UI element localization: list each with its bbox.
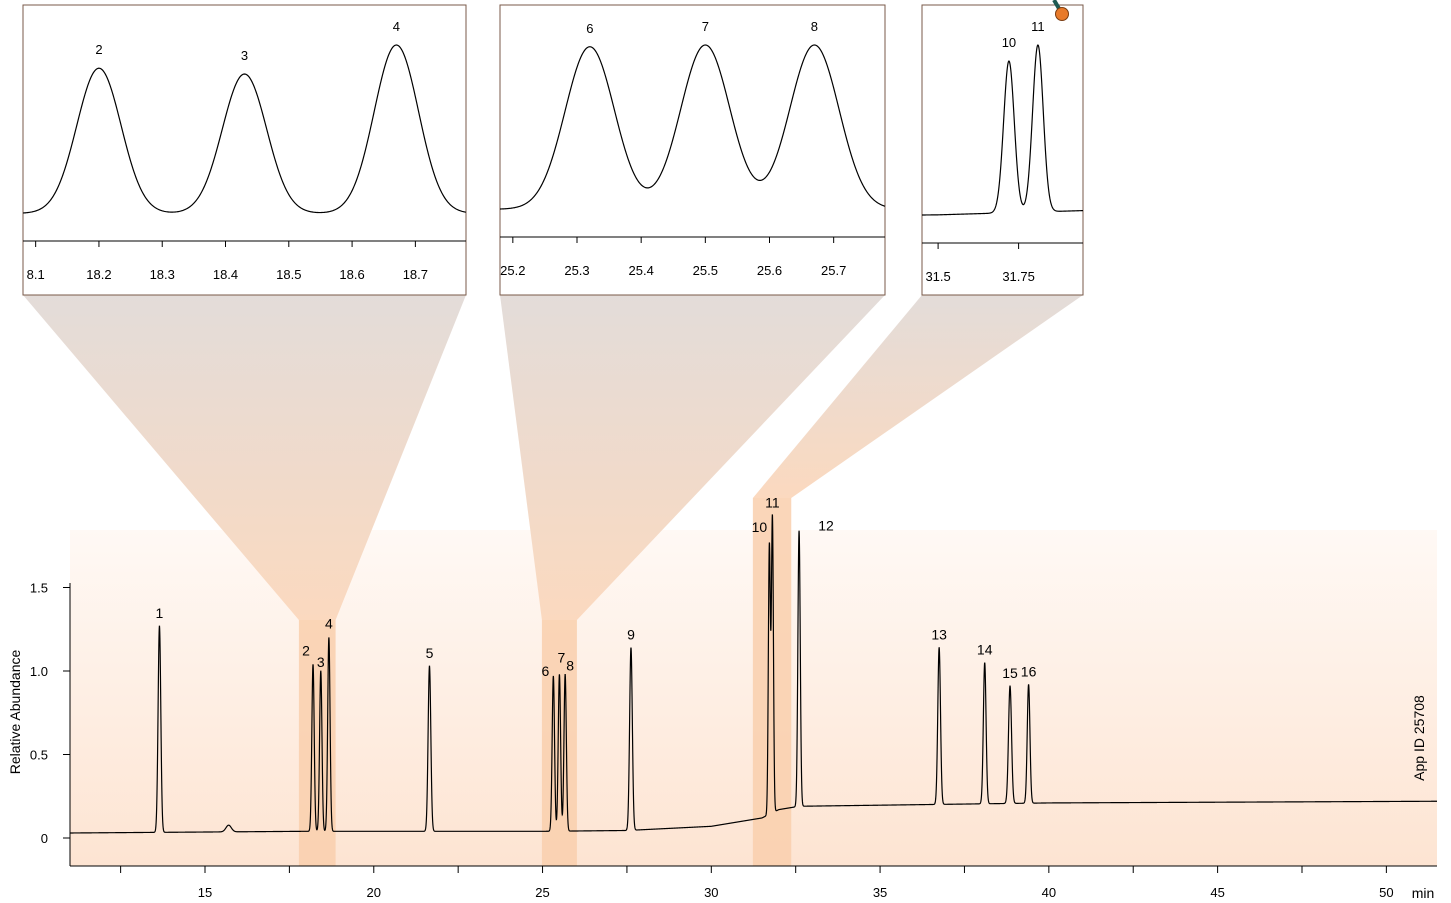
peak-label: 12 [818, 518, 834, 534]
y-tick-label: 0.5 [30, 748, 48, 763]
inset-trace [22, 44, 467, 214]
peak-label: 16 [1021, 663, 1037, 679]
y-tick-label: 0 [41, 831, 48, 846]
inset-frame [921, 4, 1084, 296]
x-tick-label: 50 [1379, 885, 1393, 900]
peak-label: 3 [317, 654, 325, 670]
peak-label: 4 [325, 616, 333, 632]
inset-peak-label: 6 [586, 21, 593, 36]
inset-x-tick-label: 31.75 [1002, 269, 1035, 284]
inset-x-tick-label: 31.5 [925, 269, 950, 284]
inset-peak-label: 7 [702, 19, 709, 34]
inset-panel: 25.2 25.3 25.4 25.5 25.6 25.7 6 7 8 [499, 4, 886, 296]
x-tick-label: 20 [367, 885, 381, 900]
x-tick-label: 40 [1042, 885, 1056, 900]
inset-trace [499, 44, 886, 210]
inset-peak-label: 10 [1002, 35, 1016, 50]
inset-x-tick-label: 25.3 [564, 263, 589, 278]
y-tick-label: 1.0 [30, 664, 48, 679]
inset-panel: 31.5 31.75 10 11 [921, 4, 1084, 296]
highlight-band [541, 620, 577, 866]
peak-label: 14 [977, 642, 993, 658]
y-axis-title: Relative Abundance [7, 650, 23, 775]
inset-x-tick-label: 18.3 [150, 267, 175, 282]
peak-label: 15 [1002, 665, 1018, 681]
zoom-funnels [23, 295, 1083, 620]
inset-x-tick-label: 18.5 [276, 267, 301, 282]
zoom-funnel [500, 295, 885, 620]
y-tick-label: 1.5 [30, 581, 48, 596]
peak-label: 6 [541, 663, 549, 679]
inset-frame [22, 4, 467, 296]
inset-peak-label: 2 [95, 42, 102, 57]
x-tick-label: 15 [198, 885, 212, 900]
x-tick-label: 30 [704, 885, 718, 900]
inset-x-tick-label: 8.1 [27, 267, 45, 282]
inset-x-tick-label: 25.4 [629, 263, 654, 278]
inset-x-tick-label: 25.7 [821, 263, 846, 278]
inset-x-tick-label: 18.7 [403, 267, 428, 282]
zoom-funnel [752, 295, 1083, 498]
inset-peak-label: 11 [1031, 19, 1045, 34]
corner-marker-icon [1052, 0, 1069, 21]
peak-label: 8 [566, 657, 574, 673]
inset-x-tick-label: 25.2 [500, 263, 525, 278]
peak-label: 11 [765, 494, 780, 510]
x-tick-label: 35 [873, 885, 887, 900]
app-id-label: App ID 25708 [1411, 695, 1427, 781]
inset-x-tick-label: 18.4 [213, 267, 238, 282]
inset-panel: 8.1 18.2 18.3 18.4 18.5 18.6 18.7 2 3 4 [22, 4, 467, 296]
inset-trace [922, 44, 1083, 216]
inset-x-tick-label: 25.6 [757, 263, 782, 278]
x-tick-label: 45 [1210, 885, 1224, 900]
inset-peak-label: 8 [811, 19, 818, 34]
inset-x-tick-label: 25.5 [693, 263, 718, 278]
inset-x-tick-label: 18.6 [339, 267, 364, 282]
chromatogram-trace [70, 514, 1437, 834]
inset-peak-label: 4 [393, 19, 400, 34]
x-tick-label: 25 [535, 885, 549, 900]
peak-label: 1 [156, 605, 164, 621]
peak-label: 9 [627, 627, 635, 643]
peak-label: 5 [426, 645, 434, 661]
inset-frame [499, 4, 886, 296]
zoom-funnel [23, 295, 466, 620]
peak-label: 10 [752, 519, 768, 535]
peak-label: 2 [302, 642, 310, 658]
peak-label: 13 [931, 627, 947, 643]
inset-x-tick-label: 18.2 [86, 267, 111, 282]
peak-label: 7 [558, 649, 566, 665]
inset-peak-label: 3 [241, 48, 248, 63]
x-axis-unit-label: min [1412, 885, 1435, 901]
